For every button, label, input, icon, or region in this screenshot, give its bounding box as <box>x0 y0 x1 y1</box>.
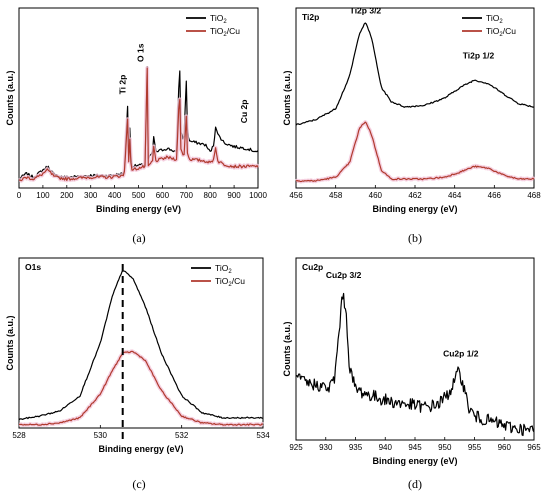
x-tick-label-b: 462 <box>408 191 422 200</box>
peak-annotation-a: Cu 2p <box>239 100 249 124</box>
x-tick-label-b: 456 <box>289 191 303 200</box>
y-axis-label-b: Counts (a.u.) <box>282 71 292 126</box>
x-tick-label-d: 955 <box>468 443 482 452</box>
panel-label-c: O1s <box>25 262 41 272</box>
series-glow-a <box>18 66 260 183</box>
x-tick-label-a: 200 <box>60 191 74 200</box>
y-axis-label-c: Counts (a.u.) <box>5 316 15 371</box>
x-tick-label-a: 600 <box>156 191 170 200</box>
x-tick-label-c: 534 <box>256 431 270 440</box>
x-tick-label-b: 458 <box>329 191 343 200</box>
x-tick-label-a: 700 <box>180 191 194 200</box>
legend-label-b: TiO2 <box>486 13 503 25</box>
x-tick-label-d: 930 <box>319 443 333 452</box>
x-tick-label-d: 940 <box>379 443 393 452</box>
x-tick-label-a: 100 <box>36 191 50 200</box>
peak-annotation-b: Ti2p 1/2 <box>463 50 495 60</box>
legend-label-a: TiO2/Cu <box>210 26 240 38</box>
x-tick-label-a: 1000 <box>249 191 267 200</box>
series-line-a-1 <box>18 67 259 182</box>
x-tick-label-c: 528 <box>12 431 26 440</box>
series-line-b-1 <box>295 121 535 183</box>
x-axis-label-a: Binding energy (eV) <box>96 204 181 214</box>
panel-caption-c: (c) <box>132 477 145 491</box>
series-glow-c <box>18 349 264 428</box>
x-tick-label-d: 960 <box>498 443 512 452</box>
panel-caption-a: (a) <box>132 231 145 245</box>
x-tick-label-a: 900 <box>227 191 241 200</box>
peak-annotation-d: Cu2p 3/2 <box>326 270 362 280</box>
series-line-c-0 <box>18 270 264 421</box>
x-tick-label-d: 945 <box>408 443 422 452</box>
y-axis-label-d: Counts (a.u.) <box>282 322 292 377</box>
x-tick-label-c: 530 <box>94 431 108 440</box>
legend-label-b: TiO2/Cu <box>486 26 516 38</box>
x-axis-label-b: Binding energy (eV) <box>372 204 457 214</box>
series-line-d-0 <box>295 292 535 437</box>
panel-label-d: Cu2p <box>302 262 323 272</box>
legend-label-a: TiO2 <box>210 13 227 25</box>
x-tick-label-d: 935 <box>349 443 363 452</box>
legend-label-c: TiO2 <box>215 263 232 275</box>
panel-caption-d: (d) <box>408 477 422 491</box>
x-tick-label-a: 800 <box>204 191 218 200</box>
legend-label-c: TiO2/Cu <box>215 276 245 288</box>
x-tick-label-b: 466 <box>488 191 502 200</box>
x-axis-label-d: Binding energy (eV) <box>372 456 457 466</box>
plot-frame-c <box>18 257 264 429</box>
plot-frame-d <box>295 257 535 441</box>
y-axis-label-a: Counts (a.u.) <box>5 71 15 126</box>
series-line-b-0 <box>295 22 535 126</box>
series-line-c-1 <box>18 350 264 426</box>
peak-annotation-a: O 1s <box>135 43 145 62</box>
x-tick-label-a: 0 <box>17 191 22 200</box>
peak-annotation-b: Ti2p 3/2 <box>350 5 382 15</box>
x-tick-label-a: 500 <box>132 191 146 200</box>
peak-annotation-d: Cu2p 1/2 <box>443 348 479 358</box>
x-tick-label-c: 532 <box>175 431 189 440</box>
peak-annotation-a: Ti 2p <box>117 75 127 95</box>
x-tick-label-d: 965 <box>527 443 541 452</box>
x-tick-label-b: 460 <box>369 191 383 200</box>
x-tick-label-b: 464 <box>448 191 462 200</box>
panel-label-b: Ti2p <box>302 12 319 22</box>
x-tick-label-a: 400 <box>108 191 122 200</box>
x-tick-label-b: 468 <box>527 191 541 200</box>
x-tick-label-d: 925 <box>289 443 303 452</box>
x-tick-label-d: 950 <box>438 443 452 452</box>
panel-caption-b: (b) <box>408 231 422 245</box>
x-axis-label-c: Binding energy (eV) <box>98 444 183 454</box>
x-tick-label-a: 300 <box>84 191 98 200</box>
